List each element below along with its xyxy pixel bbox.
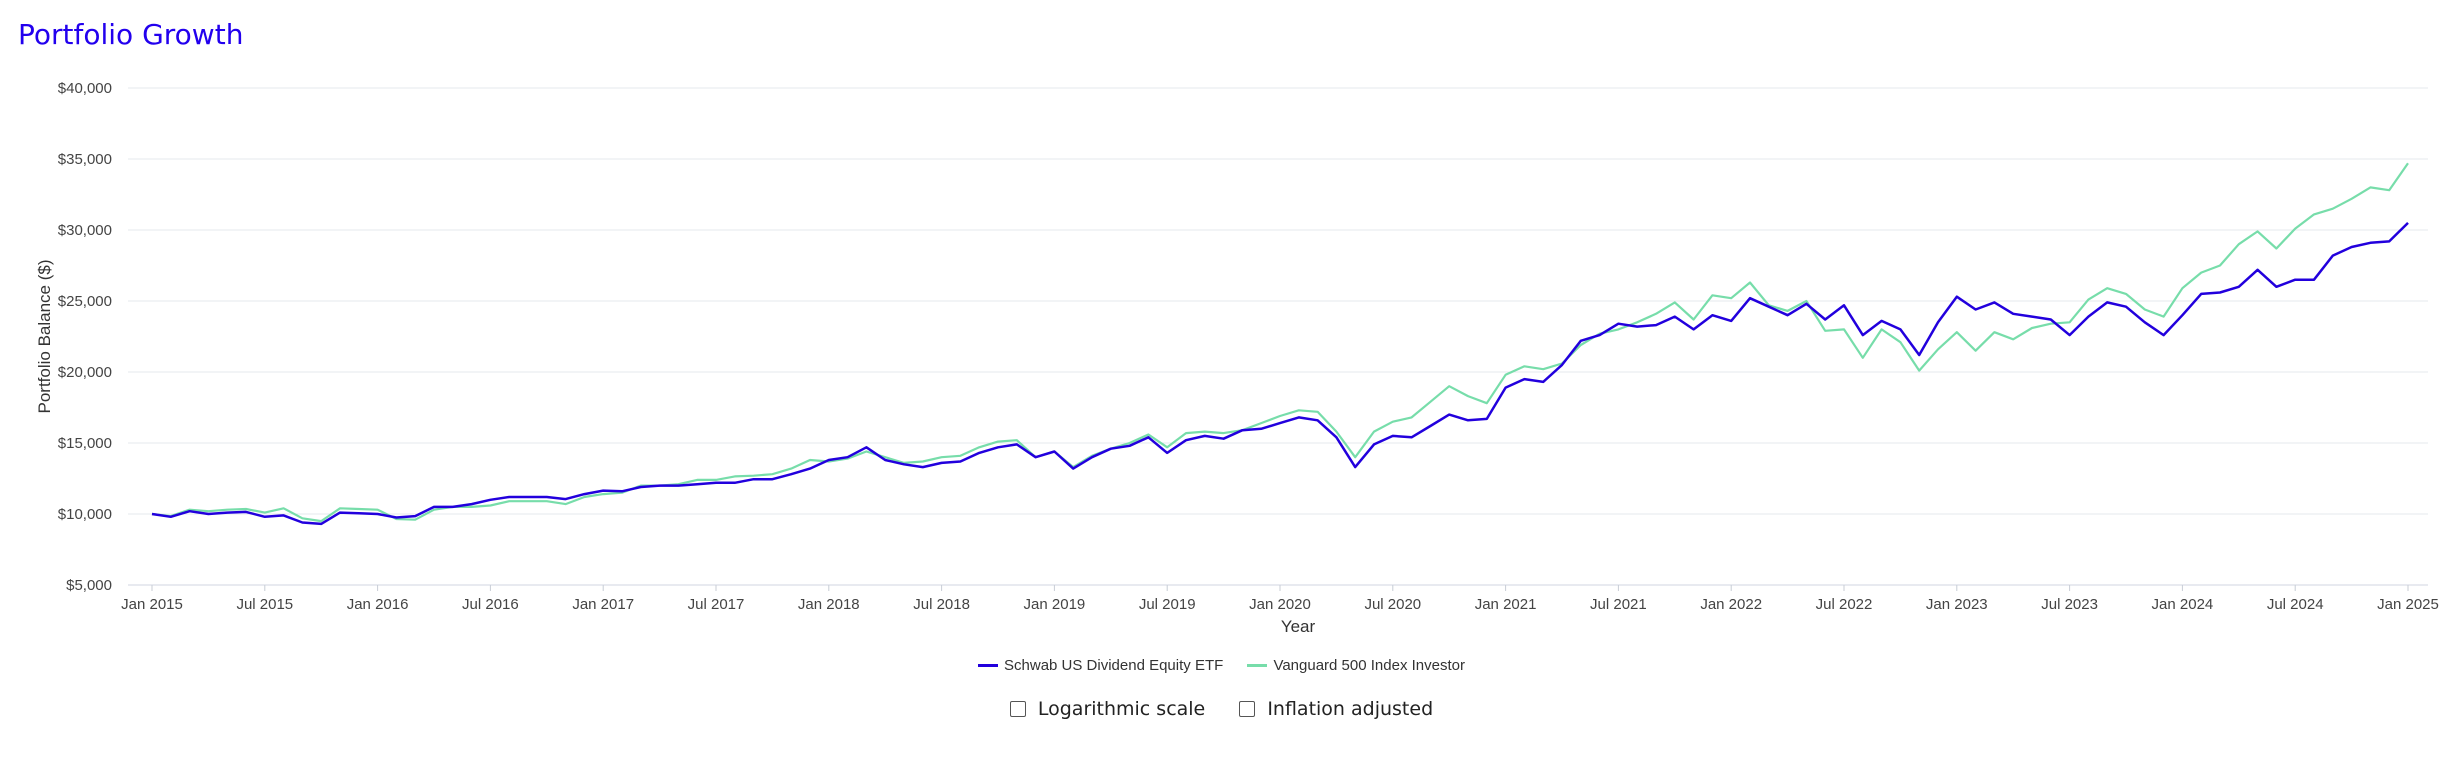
y-tick-label: $35,000 (58, 151, 112, 168)
y-tick-label: $5,000 (66, 577, 112, 594)
x-tick-label: Jan 2018 (798, 596, 860, 613)
inflation-label: Inflation adjusted (1267, 698, 1434, 720)
chart-options: Logarithmic scale Inflation adjusted (0, 698, 2443, 722)
x-tick-label: Jan 2017 (572, 596, 634, 613)
legend-item-vanguard[interactable]: Vanguard 500 Index Investor (1247, 657, 1465, 674)
legend-label-schwab: Schwab US Dividend Equity ETF (1004, 657, 1224, 674)
series-line-vanguard (151, 162, 2409, 523)
x-tick-label: Jan 2019 (1024, 596, 1086, 613)
legend-swatch-vanguard (1247, 664, 1268, 667)
legend-swatch-schwab (978, 664, 999, 667)
x-tick-label: Jul 2022 (1816, 596, 1873, 613)
x-tick-label: Jul 2020 (1364, 596, 1421, 613)
y-tick-label: $25,000 (58, 293, 112, 310)
log-scale-checkbox[interactable] (1009, 701, 1026, 717)
log-scale-label: Logarithmic scale (1037, 698, 1206, 720)
x-axis-title: Year (1281, 617, 1316, 636)
x-tick-label: Jul 2019 (1139, 596, 1196, 613)
x-tick-label: Jan 2020 (1249, 596, 1311, 613)
y-tick-label: $10,000 (58, 506, 112, 523)
y-tick-label: $15,000 (58, 435, 112, 452)
x-tick-label: Jul 2017 (688, 596, 745, 613)
x-tick-label: Jul 2016 (462, 596, 519, 613)
x-tick-label: Jul 2015 (236, 596, 293, 613)
inflation-checkbox[interactable] (1239, 701, 1256, 717)
inflation-option[interactable]: Inflation adjusted (1239, 698, 1433, 720)
chart-title: Portfolio Growth (18, 18, 244, 51)
line-chart: $5,000 $10,000 $15,000 $20,000 $25,000 $30,00… (35, 80, 2439, 636)
chart-legend: Schwab US Dividend Equity ETF Vanguard 5… (0, 654, 2443, 674)
series-line-schwab (151, 222, 2409, 526)
x-tick-label: Jan 2023 (1926, 596, 1988, 613)
y-axis-title: Portfolio Balance ($) (35, 259, 54, 413)
x-tick-label: Jan 2016 (347, 596, 409, 613)
x-tick-label: Jan 2025 (2377, 596, 2439, 613)
x-tick-label: Jul 2023 (2041, 596, 2098, 613)
y-tick-label: $30,000 (58, 222, 112, 239)
x-tick-label: Jul 2018 (913, 596, 970, 613)
grid-lines (128, 87, 2428, 586)
x-tick-label: Jul 2024 (2267, 596, 2324, 613)
x-tick-label: Jul 2021 (1590, 596, 1647, 613)
series-lines (151, 162, 2409, 526)
axes: $5,000 $10,000 $15,000 $20,000 $25,000 $30,00… (58, 80, 2439, 613)
legend-label-vanguard: Vanguard 500 Index Investor (1273, 657, 1465, 674)
legend-item-schwab[interactable]: Schwab US Dividend Equity ETF (978, 657, 1223, 674)
log-scale-option[interactable]: Logarithmic scale (1009, 698, 1206, 720)
x-tick-label: Jan 2021 (1475, 596, 1537, 613)
y-tick-label: $20,000 (58, 364, 112, 381)
y-tick-label: $40,000 (58, 80, 112, 97)
x-tick-label: Jan 2024 (2152, 596, 2214, 613)
x-tick-label: Jan 2015 (121, 596, 183, 613)
x-tick-label: Jan 2022 (1700, 596, 1762, 613)
